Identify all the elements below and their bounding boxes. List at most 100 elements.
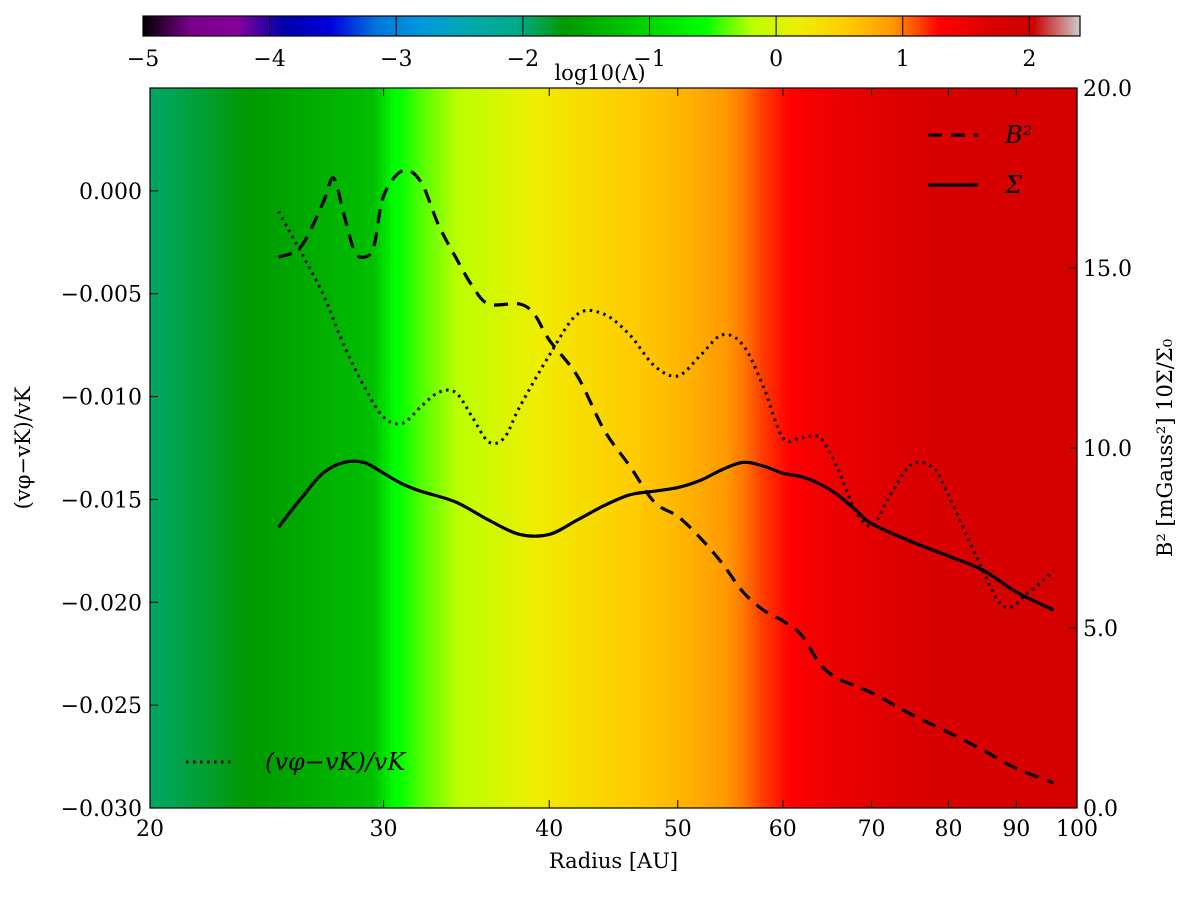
heatmap-strip [748, 88, 754, 808]
heatmap-strip [1046, 88, 1051, 808]
heatmap-strip [277, 88, 282, 808]
heatmap-strip [659, 88, 665, 808]
heatmap-strip [215, 88, 221, 808]
heatmap-strip [617, 88, 622, 808]
sigma-series [277, 459, 1055, 612]
heatmap-strip [926, 88, 931, 808]
heatmap-strip [223, 88, 228, 808]
heatmap-strip [594, 88, 599, 808]
heatmap-strip [493, 88, 499, 808]
heatmap-strip [173, 88, 178, 808]
heatmap-strip [1042, 88, 1047, 808]
heatmap-strip [1038, 88, 1043, 808]
heatmap-strip [374, 88, 379, 808]
heatmap-strip [408, 88, 414, 808]
heatmap-strip [717, 88, 723, 808]
heatmap-strip [694, 88, 700, 808]
heatmap-strip [316, 88, 321, 808]
y-right-tick-label: 0.0 [1083, 797, 1118, 822]
heatmap-strip [841, 88, 846, 808]
x-tick-label: 30 [370, 817, 398, 842]
heatmap-strip [744, 88, 750, 808]
heatmap-strip [524, 88, 530, 808]
heatmap-strip [536, 88, 541, 808]
heatmap-strip [281, 88, 286, 808]
heatmap-strip [779, 88, 785, 808]
heatmap-strip [1007, 88, 1012, 808]
heatmap-strip [756, 88, 761, 808]
heatmap-strip [462, 88, 468, 808]
colorbar-tick-label: 2 [1022, 47, 1036, 72]
x-tick-label: 80 [934, 817, 962, 842]
heatmap-strip [540, 88, 545, 808]
heatmap-strip [910, 88, 916, 808]
heatmap-strip [883, 88, 889, 808]
heatmap-strip [822, 88, 827, 808]
background-heatmap [150, 88, 1078, 808]
heatmap-strip [169, 88, 174, 808]
heatmap-strip [424, 88, 429, 808]
heatmap-strip [798, 88, 804, 808]
series-layer [277, 168, 1055, 785]
heatmap-strip [165, 88, 170, 808]
heatmap-strip [860, 88, 866, 808]
heatmap-strip [775, 88, 781, 808]
heatmap-strip [234, 88, 240, 808]
colorbar-tick-label: −5 [127, 47, 159, 72]
heatmap-strip [648, 88, 653, 808]
heatmap-strip [872, 88, 877, 808]
heatmap-strip [899, 88, 904, 808]
heatmap-strip [903, 88, 908, 808]
heatmap-strip [729, 88, 734, 808]
x-tick-label: 50 [664, 817, 692, 842]
y-right-tick-label: 5.0 [1083, 617, 1118, 642]
heatmap-strip [184, 88, 190, 808]
heatmap-strip [289, 88, 294, 808]
heatmap-strip [771, 88, 777, 808]
heatmap-strip [961, 88, 966, 808]
heatmap-strip [567, 88, 572, 808]
heatmap-strip [555, 88, 561, 808]
heatmap-strip [953, 88, 958, 808]
heatmap-strip [972, 88, 978, 808]
heatmap-strip [999, 88, 1005, 808]
heatmap-strip [180, 88, 186, 808]
y-right-tick-label: 20.0 [1083, 77, 1132, 102]
heatmap-strip [389, 88, 394, 808]
heatmap-strip [907, 88, 912, 808]
heatmap-strip [636, 88, 642, 808]
heatmap-strip [207, 88, 213, 808]
heatmap-strip [153, 88, 159, 808]
heatmap-strip [188, 88, 194, 808]
heatmap-strip [509, 88, 514, 808]
heatmap-strip [740, 88, 746, 808]
heatmap-strip [211, 88, 217, 808]
heatmap-strip [204, 88, 209, 808]
heatmap-strip [459, 88, 464, 808]
colorbar: −5 −4 −3 −2 −1 0 1 2 log10(Λ) [127, 15, 1081, 85]
colorbar-tick-label: 1 [896, 47, 910, 72]
heatmap-strip [968, 88, 974, 808]
heatmap-strip [1015, 88, 1020, 808]
heatmap-strip [150, 88, 155, 808]
heatmap-strip [601, 88, 607, 808]
heatmap-strip [764, 88, 769, 808]
heatmap-strip [937, 88, 943, 808]
heatmap-strip [416, 88, 421, 808]
heatmap-strip [876, 88, 881, 808]
heatmap-strip [880, 88, 885, 808]
heatmap-strip [451, 88, 456, 808]
heatmap-strip [435, 88, 441, 808]
heatmap-strip [992, 88, 997, 808]
heatmap-strip [250, 88, 255, 808]
heatmap-strip [292, 88, 298, 808]
heatmap-strip [431, 88, 437, 808]
heatmap-strip [335, 88, 340, 808]
heatmap-strip [737, 88, 742, 808]
heatmap-strip [988, 88, 993, 808]
heatmap-strip [358, 88, 364, 808]
heatmap-strip [238, 88, 244, 808]
heatmap-strip [520, 88, 526, 808]
heatmap-strip [227, 88, 232, 808]
heatmap-strip [447, 88, 452, 808]
